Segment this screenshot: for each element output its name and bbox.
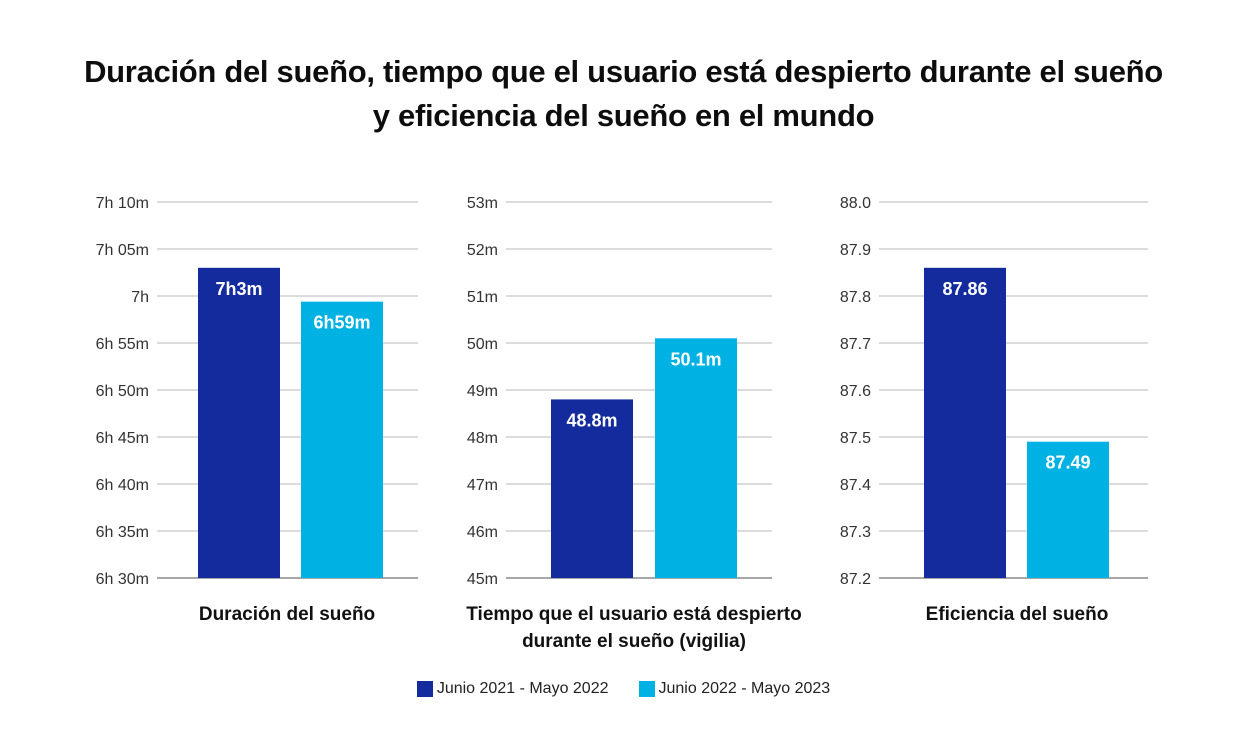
bar-value-label: 87.49: [1045, 453, 1090, 473]
bar: [301, 301, 383, 578]
y-tick-label: 6h 35m: [96, 524, 149, 541]
y-tick-label: 87.6: [840, 383, 871, 400]
legend-label-series-2: Junio 2022 - Mayo 2023: [658, 680, 831, 697]
y-tick-label: 87.5: [840, 430, 871, 447]
y-tick-label: 6h 30m: [96, 571, 149, 588]
legend-item-series-1: Junio 2021 - Mayo 2022: [416, 680, 609, 698]
y-tick-label: 52m: [467, 242, 498, 259]
bar: [655, 338, 737, 578]
legend-item-series-2: Junio 2022 - Mayo 2023: [638, 680, 831, 698]
y-tick-label: 6h 55m: [96, 336, 149, 353]
charts-canvas: 6h 30m 6h 35m 6h 40m 6h 45m 6h 50m 6h 55m 7h 7h…: [96, 195, 1148, 652]
chart-title: Duración del sueño, tiempo que el usuari…: [0, 50, 1247, 138]
y-tick-label: 87.8: [840, 289, 871, 306]
y-tick-label: 6h 45m: [96, 430, 149, 447]
bar: [198, 267, 280, 578]
y-tick-label: 7h 05m: [96, 242, 149, 259]
y-tick-label: 49m: [467, 383, 498, 400]
x-axis-label: Eficiencia del sueño: [926, 604, 1109, 625]
y-tick-label: 87.3: [840, 524, 871, 541]
y-tick-label: 87.9: [840, 242, 871, 259]
legend-swatch-series-1: [416, 681, 433, 697]
legend: Junio 2021 - Mayo 2022 Junio 2022 - Mayo…: [0, 680, 1247, 698]
x-axis-label: Tiempo que el usuario está despierto: [466, 604, 801, 625]
y-tick-label: 50m: [467, 336, 498, 353]
y-tick-label: 53m: [467, 195, 498, 212]
y-tick-label: 51m: [467, 289, 498, 306]
y-tick-label: 46m: [467, 524, 498, 541]
y-tick-label: 6h 50m: [96, 383, 149, 400]
bar: [924, 267, 1006, 578]
y-tick-label: 87.2: [840, 571, 871, 588]
chart-title-line-1: Duración del sueño, tiempo que el usuari…: [84, 54, 1163, 89]
bar-value-label: 6h59m: [313, 313, 370, 333]
bar-value-label: 50.1m: [670, 349, 721, 369]
y-tick-label: 47m: [467, 477, 498, 494]
bar-value-label: 7h3m: [215, 279, 262, 299]
y-tick-label: 87.4: [840, 477, 871, 494]
legend-label-series-1: Junio 2021 - Mayo 2022: [436, 680, 609, 697]
y-tick-label: 87.7: [840, 336, 871, 353]
y-tick-label: 48m: [467, 430, 498, 447]
y-tick-label: 7h 10m: [96, 195, 149, 212]
x-axis-label: durante el sueño (vigilia): [522, 631, 746, 652]
chart-title-line-2: y eficiencia del sueño en el mundo: [372, 98, 875, 133]
y-tick-label: 6h 40m: [96, 477, 149, 494]
bar: [1027, 441, 1109, 578]
y-tick-label: 45m: [467, 571, 498, 588]
legend-swatch-series-2: [638, 681, 655, 697]
x-axis-label: Duración del sueño: [199, 604, 375, 625]
bar-value-label: 87.86: [942, 279, 987, 299]
y-tick-label: 88.0: [840, 195, 871, 212]
y-tick-label: 7h: [131, 289, 149, 306]
bar: [551, 399, 633, 578]
bar-value-label: 48.8m: [566, 410, 617, 430]
